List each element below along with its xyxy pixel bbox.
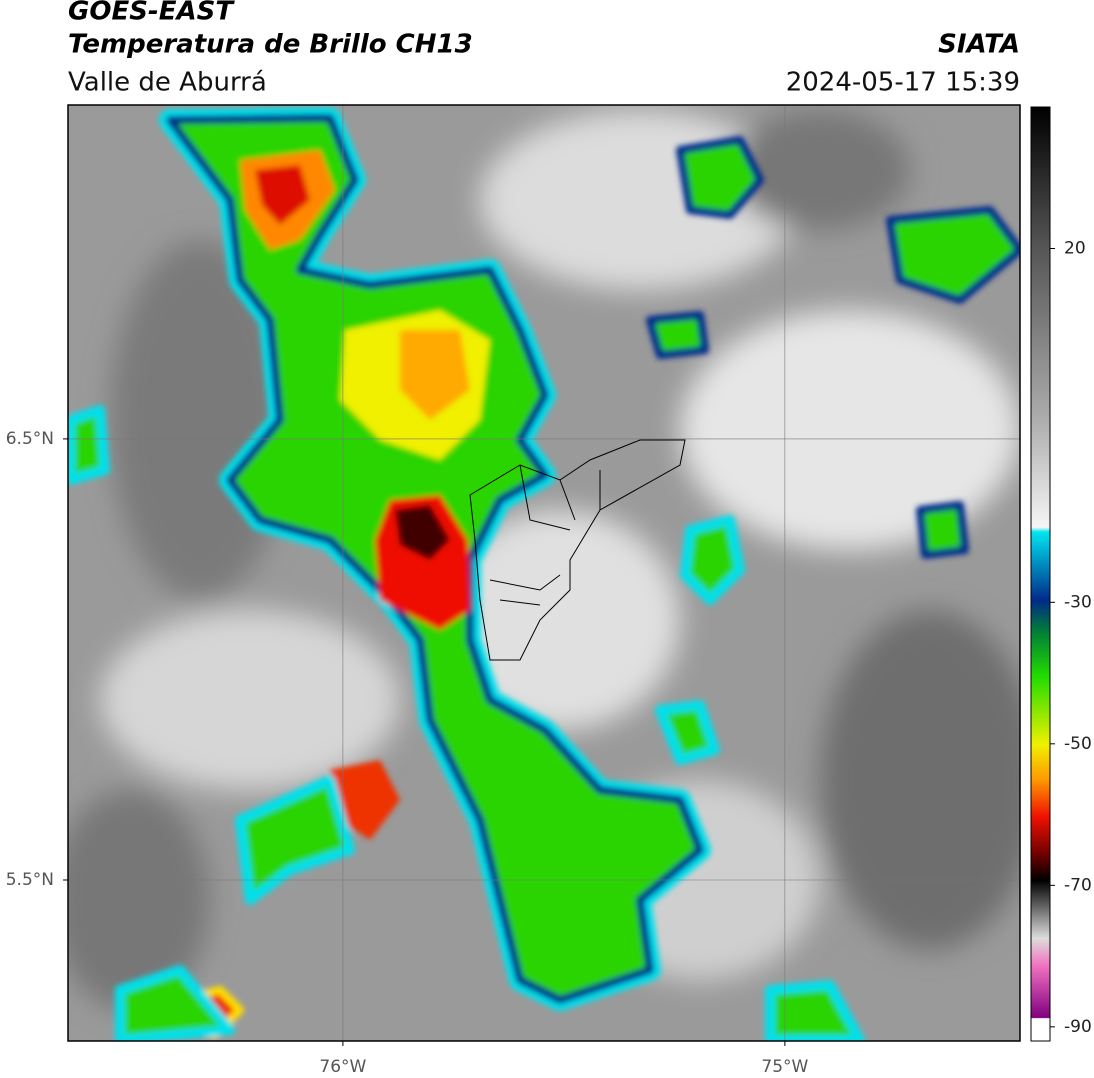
y-tick-label: 5.5°N <box>6 870 54 890</box>
colorbar-tick-label: -30 <box>1064 592 1092 612</box>
subtitle: Temperatura de Brillo CH13 <box>68 30 473 60</box>
colorbar-tick-label: -90 <box>1064 1017 1092 1037</box>
colorbar <box>1030 106 1051 1042</box>
map-frame <box>67 104 1021 1042</box>
colorbar-tick-label: -70 <box>1064 875 1092 895</box>
region: Valle de Aburrá <box>68 68 267 98</box>
colorbar-tick-label: 20 <box>1064 239 1086 259</box>
x-tick-label: 76°W <box>319 1057 366 1077</box>
title: GOES-EAST <box>68 0 235 27</box>
y-tick-label: 6.5°N <box>6 429 54 449</box>
colorbar-tick-label: -50 <box>1064 734 1092 754</box>
timestamp: 2024-05-17 15:39 <box>786 68 1020 98</box>
x-tick-label: 75°W <box>761 1057 808 1077</box>
satellite-image <box>68 105 1020 1041</box>
source: SIATA <box>938 30 1020 60</box>
